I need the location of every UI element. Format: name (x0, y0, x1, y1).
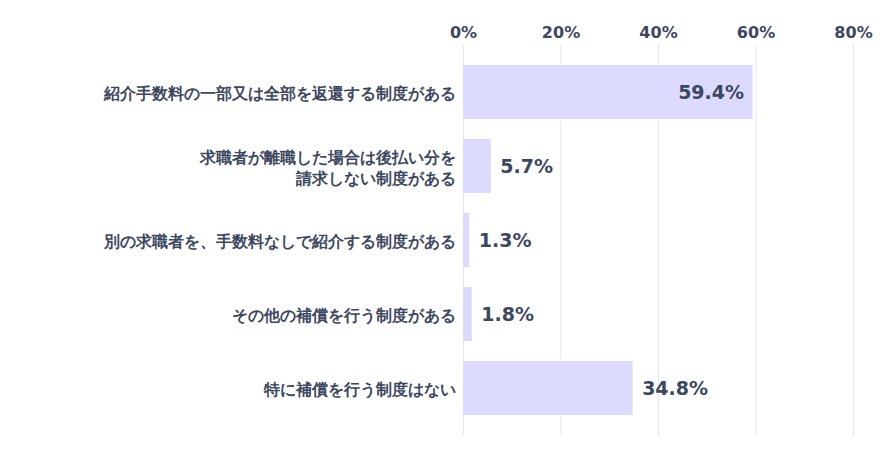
svg-text:その他の補償を行う制度がある: その他の補償を行う制度がある (232, 306, 456, 325)
svg-text:1.8%: 1.8% (481, 303, 534, 325)
svg-text:別の求職者を、手数料なしで紹介する制度がある: 別の求職者を、手数料なしで紹介する制度がある (103, 232, 456, 251)
svg-text:5.7%: 5.7% (500, 155, 553, 177)
svg-text:求職者が離職した場合は後払い分を請求しない制度がある: 求職者が離職した場合は後払い分を請求しない制度がある (199, 148, 456, 188)
svg-text:1.3%: 1.3% (479, 229, 532, 251)
svg-text:紹介手数料の一部又は全部を返還する制度がある: 紹介手数料の一部又は全部を返還する制度がある (103, 84, 456, 103)
svg-text:40%: 40% (639, 23, 677, 42)
svg-text:59.4%: 59.4% (678, 81, 744, 103)
svg-text:20%: 20% (542, 23, 580, 42)
svg-text:0%: 0% (450, 23, 477, 42)
svg-text:34.8%: 34.8% (642, 377, 708, 399)
svg-text:特に補償を行う制度はない: 特に補償を行う制度はない (263, 380, 456, 399)
svg-text:80%: 80% (834, 23, 872, 42)
svg-text:60%: 60% (737, 23, 775, 42)
